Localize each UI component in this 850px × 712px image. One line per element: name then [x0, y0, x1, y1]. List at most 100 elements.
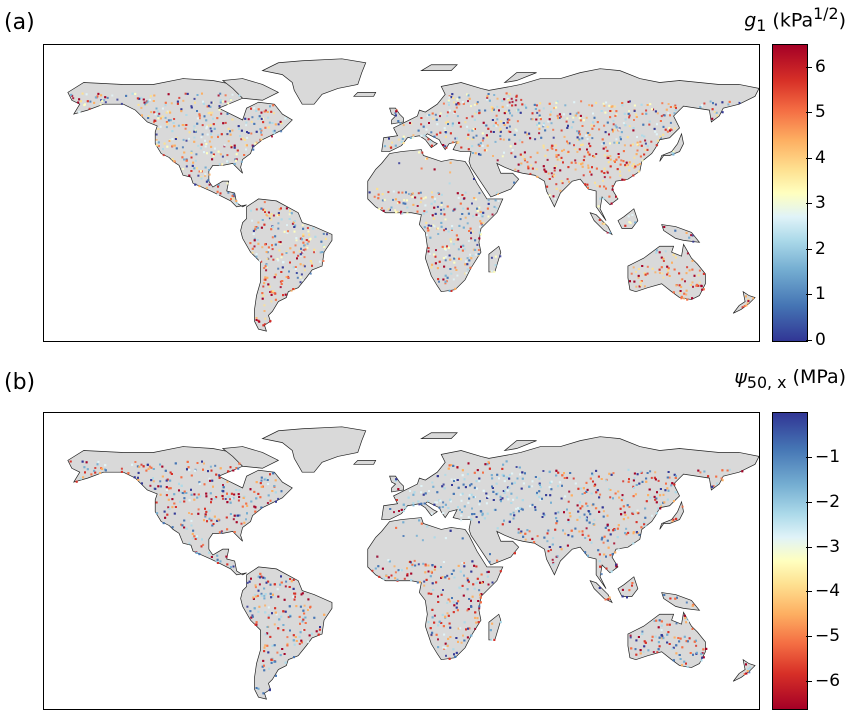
trait-pixel [390, 206, 393, 209]
trait-pixel [449, 238, 452, 241]
trait-pixel [648, 120, 651, 123]
trait-pixel [212, 485, 214, 488]
trait-pixel [159, 493, 162, 496]
trait-pixel [572, 121, 575, 124]
trait-pixel [588, 133, 591, 136]
trait-pixel [206, 105, 209, 108]
trait-pixel [263, 650, 266, 653]
trait-pixel [211, 158, 214, 161]
trait-pixel [402, 124, 405, 127]
trait-pixel [399, 122, 402, 125]
trait-pixel [208, 173, 211, 176]
trait-pixel [287, 276, 290, 279]
trait-pixel [542, 165, 545, 168]
trait-pixel [586, 488, 589, 491]
trait-pixel [444, 503, 447, 506]
trait-pixel [397, 120, 400, 123]
trait-pixel [539, 115, 541, 118]
trait-pixel [156, 110, 159, 113]
trait-pixel [487, 461, 490, 463]
trait-pixel [635, 153, 638, 156]
trait-pixel [464, 272, 467, 275]
trait-pixel [562, 113, 565, 116]
trait-pixel [281, 266, 284, 269]
trait-pixel [144, 103, 147, 106]
trait-pixel [286, 642, 289, 645]
trait-pixel [443, 633, 446, 636]
trait-pixel [192, 529, 195, 532]
trait-pixel [263, 201, 266, 204]
trait-pixel [602, 102, 605, 105]
trait-pixel [581, 493, 584, 495]
trait-pixel [564, 104, 567, 107]
trait-pixel [165, 486, 168, 489]
trait-pixel [447, 637, 450, 640]
trait-pixel [425, 210, 428, 213]
trait-pixel [475, 487, 478, 490]
trait-pixel [523, 151, 526, 154]
trait-pixel [745, 304, 748, 307]
trait-pixel [401, 212, 404, 215]
trait-pixel [313, 248, 316, 251]
trait-pixel [634, 648, 637, 651]
trait-pixel [152, 480, 155, 483]
trait-pixel [567, 521, 570, 524]
trait-pixel [211, 524, 214, 527]
trait-pixel [478, 607, 481, 610]
trait-pixel [226, 112, 229, 115]
trait-pixel [579, 139, 582, 142]
trait-pixel [229, 466, 232, 469]
trait-pixel [431, 214, 434, 217]
trait-pixel [260, 138, 263, 141]
trait-pixel [307, 230, 310, 233]
trait-pixel [685, 640, 688, 643]
trait-pixel [638, 482, 641, 485]
trait-pixel [665, 482, 667, 485]
trait-pixel [323, 245, 326, 248]
trait-pixel [93, 469, 96, 472]
trait-pixel [143, 101, 146, 104]
trait-pixel [597, 205, 600, 208]
trait-pixel [621, 102, 624, 104]
trait-pixel [99, 472, 101, 474]
trait-pixel [673, 268, 676, 271]
colorbar-tick-label: 6 [815, 56, 826, 77]
trait-pixel [271, 596, 274, 598]
trait-pixel [262, 208, 265, 211]
trait-pixel [446, 574, 449, 577]
trait-pixel [428, 114, 431, 116]
trait-pixel [267, 126, 270, 129]
trait-pixel [632, 129, 635, 132]
trait-pixel [554, 165, 557, 168]
trait-pixel [485, 149, 488, 152]
trait-pixel [588, 104, 591, 107]
trait-pixel [685, 662, 687, 665]
trait-pixel [490, 270, 493, 273]
trait-pixel [474, 112, 477, 115]
trait-pixel [487, 202, 490, 205]
trait-pixel [209, 124, 212, 127]
trait-pixel [633, 104, 636, 107]
trait-pixel [280, 490, 283, 493]
trait-pixel [502, 474, 505, 477]
trait-pixel [292, 266, 295, 269]
trait-pixel [667, 471, 670, 473]
trait-pixel [186, 92, 189, 95]
trait-pixel [583, 155, 586, 158]
trait-pixel [703, 102, 706, 105]
trait-pixel [582, 119, 585, 122]
trait-pixel [415, 534, 418, 537]
trait-pixel [640, 526, 643, 529]
trait-pixel [609, 116, 612, 119]
trait-pixel [447, 123, 449, 125]
trait-pixel [210, 498, 213, 501]
trait-pixel [430, 266, 433, 269]
trait-pixel [635, 113, 638, 116]
trait-pixel [515, 95, 518, 98]
trait-pixel [536, 111, 539, 114]
trait-pixel [524, 104, 526, 107]
trait-pixel [574, 527, 577, 530]
trait-pixel [234, 158, 237, 161]
trait-pixel [468, 627, 471, 630]
trait-pixel [443, 265, 446, 268]
